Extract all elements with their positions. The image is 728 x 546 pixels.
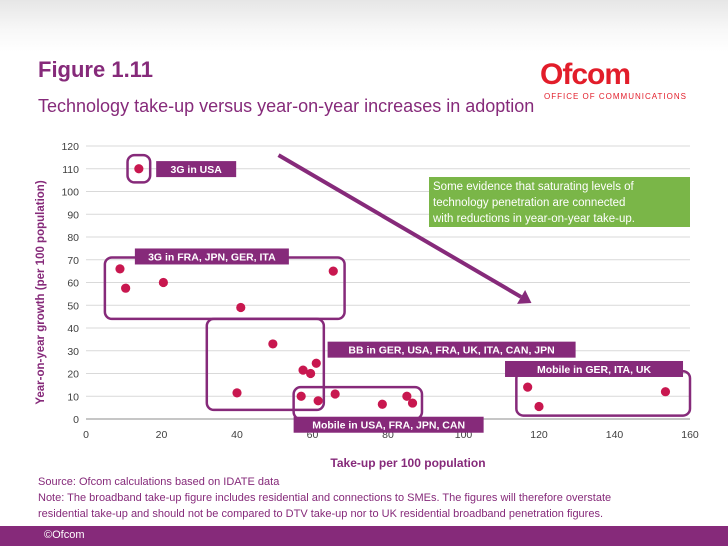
data-point [377,399,387,409]
annotation-text: Some evidence that saturating levels of [433,181,635,193]
y-tick-label: 100 [61,187,79,199]
group-label-bg [293,416,484,433]
data-point [232,388,242,398]
y-tick-label: 110 [62,164,79,176]
logo-wordmark: Ofcom [540,58,631,91]
trend-arrow-shaft [277,153,523,299]
data-point [402,391,412,401]
data-point [236,302,246,313]
data-points [115,164,671,412]
y-tick-label: 20 [67,369,79,381]
x-tick-label: 0 [83,429,89,441]
data-point [268,339,278,349]
annotation-text: technology penetration are connected [433,197,625,209]
note-line-2: residential take-up and should not be co… [38,508,604,520]
group-label-bg [156,161,237,178]
footer-bar: ©Ofcom [0,526,728,546]
figure-label: Figure 1.11 [38,57,153,82]
y-tick-label: 90 [67,209,79,221]
y-tick-label: 40 [67,323,79,335]
x-tick-label: 120 [530,429,548,441]
annotation-group: Some evidence that saturating levels of t… [277,153,690,304]
notes-block: Source: Ofcom calculations based on IDAT… [38,474,698,522]
group-box [103,256,346,321]
annotation-box [429,177,690,227]
y-axis-label: Year-on-year growth (per 100 population) [35,180,47,404]
group-label: Mobile in GER, ITA, UK [537,364,652,376]
data-point [158,277,168,288]
group-label: BB in GER, USA, FRA, UK, ITA, CAN, JPN [348,345,554,357]
x-tick-label: 160 [681,429,699,441]
group-box [292,385,424,421]
x-tick-label: 140 [606,429,624,441]
x-axis-label: Take-up per 100 population [330,456,485,470]
data-point [121,283,131,293]
logo-tagline: OFFICE OF COMMUNICATIONS [544,92,687,101]
x-tick-label: 40 [231,429,243,441]
y-tick-label: 70 [67,255,79,267]
x-tick-label: 20 [156,429,168,441]
group-box [126,153,152,184]
group-label: Mobile in USA, FRA, JPN, CAN [312,420,465,432]
group-labels: 3G in USA 3G in FRA, JPN, GER, ITA BB in G… [134,161,684,433]
trend-arrow-head [517,290,532,304]
data-point [330,389,340,399]
y-tick-labels: 0 10 20 30 40 50 60 70 80 90 100 110 120 [61,141,79,426]
data-point [306,368,316,379]
y-tick-label: 10 [67,391,79,403]
y-tick-label: 30 [67,346,79,358]
data-point [523,382,533,392]
group-label-bg [134,248,289,265]
group-box [205,317,326,412]
scatter-chart: 0 10 20 30 40 50 60 70 80 90 100 110 120 0 20 40 60 80 10… [35,141,699,470]
y-tick-label: 120 [61,141,79,153]
x-tick-label: 60 [307,429,319,441]
data-point [534,401,544,412]
chart-subtitle: Technology take-up versus year-on-year i… [38,96,535,116]
group-label: 3G in USA [171,164,223,176]
header-band [0,0,728,52]
data-point [660,387,671,397]
annotation-text: with reductions in year-on-year take-up. [432,213,635,225]
y-tick-label: 80 [67,232,79,244]
data-point [311,358,321,368]
data-point [134,164,144,174]
copyright: ©Ofcom [44,529,85,541]
x-tick-label: 80 [382,429,394,441]
y-tick-label: 0 [73,414,79,426]
y-tick-label: 60 [67,278,79,290]
group-label-bg [505,360,684,377]
group-label: 3G in FRA, JPN, GER, ITA [148,251,276,263]
group-label-bg [327,341,576,358]
ofcom-logo: Ofcom OFFICE OF COMMUNICATIONS [540,58,695,101]
note-line-1: Note: The broadband take-up figure inclu… [38,492,612,504]
data-point [115,264,125,274]
data-point [328,266,338,276]
data-point [313,396,323,406]
y-tick-label: 50 [67,300,79,312]
data-point [296,391,306,401]
source-text: Source: Ofcom calculations based on IDAT… [38,476,280,488]
data-point [298,365,308,375]
data-point [407,398,418,408]
